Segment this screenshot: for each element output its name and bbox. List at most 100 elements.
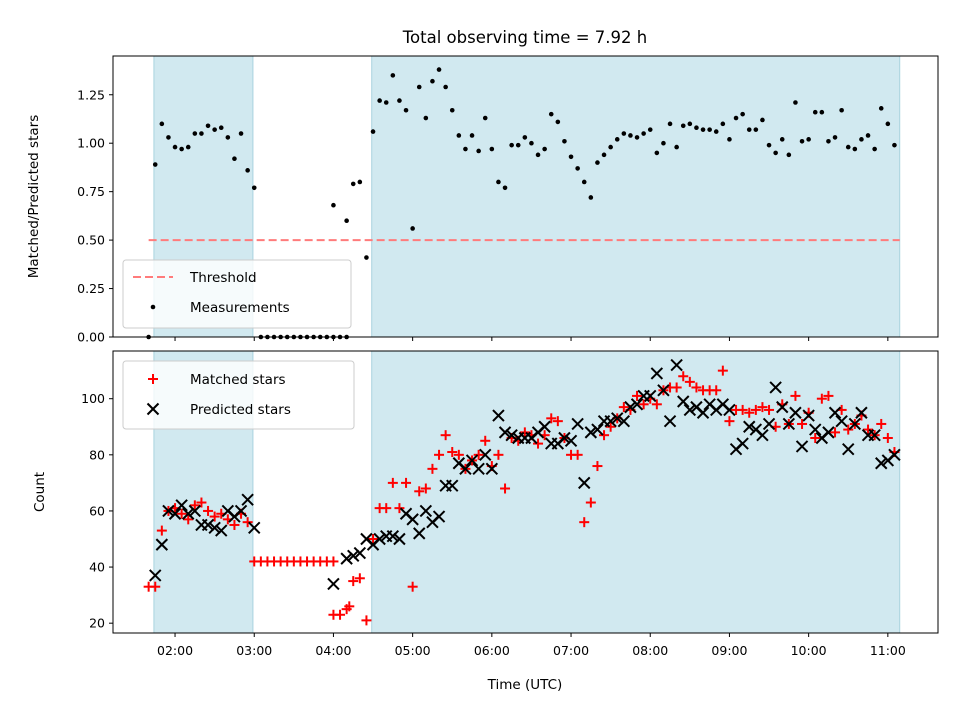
measurement-point (694, 125, 699, 131)
observing-window (371, 55, 901, 338)
matched-star-point (434, 449, 445, 460)
matched-star-point (203, 505, 214, 516)
measurement-point (760, 117, 765, 123)
predicted-star-point (683, 403, 697, 417)
measurement-point (436, 67, 442, 72)
measurement-point (370, 129, 376, 134)
predicted-star-point (406, 513, 419, 526)
predicted-star-point (162, 504, 175, 518)
predicted-star-point (479, 448, 492, 462)
predicted-star-point (743, 420, 756, 433)
predicted-star-point (492, 409, 505, 422)
x-tick-label: 06:00 (474, 643, 510, 658)
predicted-star-point (201, 518, 215, 532)
matched-star-point (546, 413, 557, 424)
measurement-point (839, 107, 844, 113)
bottom-plot-frame (112, 350, 939, 634)
matched-star-point (592, 461, 603, 472)
measurement-point (331, 202, 336, 208)
matched-star-point (480, 435, 491, 446)
x-tick-label: 09:00 (711, 643, 747, 658)
matched-star-point (407, 581, 418, 592)
predicted-star-point (644, 389, 657, 403)
predicted-star-point (769, 381, 782, 394)
predicted-star-point (809, 423, 822, 436)
top-y-tick-label: 1.25 (77, 87, 105, 102)
measurement-point (865, 133, 871, 138)
measurement-point (410, 226, 415, 231)
legend-predicted-label: Predicted stars (190, 402, 291, 418)
matched-star-point (447, 447, 458, 458)
bottom-y-tick-label: 20 (89, 616, 105, 631)
matched-star-point (414, 486, 425, 497)
measurement-point (832, 135, 838, 140)
x-tick-label: 05:00 (395, 643, 431, 658)
legend-measurements-label: Measurements (190, 300, 290, 316)
predicted-star-point (624, 400, 637, 414)
measurement-point (634, 135, 640, 140)
measurement-point (740, 111, 745, 117)
measurement-point (588, 195, 594, 200)
predicted-star-point (789, 406, 802, 419)
matched-star-point (354, 573, 365, 584)
measurement-point (713, 129, 719, 134)
measurement-point (377, 98, 382, 103)
matched-star-point (876, 418, 887, 429)
measurement-point (674, 144, 679, 150)
measurement-point (515, 142, 521, 148)
matched-star-point (229, 519, 240, 530)
matched-star-point (420, 483, 431, 494)
measurement-point (179, 146, 184, 152)
predicted-star-point (373, 532, 386, 546)
measurement-point (707, 127, 712, 132)
predicted-star-point (828, 406, 842, 419)
matched-star-point (189, 500, 200, 511)
predicted-star-point (723, 403, 736, 417)
matched-star-point (810, 432, 821, 443)
top-y-tick-label: 0.75 (77, 184, 105, 199)
predicted-star-point (888, 448, 901, 462)
predicted-star-point (650, 367, 664, 380)
predicted-star-point (208, 521, 221, 534)
legend-matched-label: Matched stars (190, 372, 286, 388)
matched-star-point (585, 497, 596, 508)
measurement-point (496, 179, 501, 185)
predicted-star-point (617, 414, 631, 428)
measurement-point (403, 107, 409, 113)
predicted-star-point (386, 529, 400, 543)
predicted-star-point (393, 532, 406, 546)
bottom-legend: Matched stars Predicted stars (122, 360, 355, 430)
measurement-point (859, 137, 864, 142)
matched-star-point (651, 399, 662, 410)
top-y-tick-label: 0.50 (77, 233, 105, 248)
matched-star-point (724, 416, 735, 427)
predicted-star-point (149, 569, 162, 582)
measurement-point (621, 131, 627, 136)
predicted-star-point (419, 504, 433, 518)
predicted-star-point (459, 462, 472, 476)
measurement-point (443, 84, 448, 90)
matched-star-point (196, 497, 207, 508)
predicted-star-point (762, 417, 776, 431)
predicted-star-point (842, 443, 855, 456)
predicted-star-point (188, 504, 202, 518)
measurement-point (166, 135, 171, 140)
predicted-star-point (234, 504, 248, 518)
measurement-point (482, 115, 488, 121)
top-y-tick-label: 1.00 (77, 136, 105, 151)
matched-star-point (863, 424, 874, 435)
predicted-star-point (248, 521, 261, 534)
measurement-point (562, 138, 567, 144)
legend-threshold-label: Threshold (189, 270, 257, 286)
predicted-star-point (868, 428, 881, 442)
matched-star-point (605, 421, 616, 432)
legend-plus-glyph (148, 374, 158, 384)
matched-star-point (843, 424, 854, 435)
measurement-point (383, 100, 389, 105)
measurement-point (449, 107, 455, 113)
predicted-star-point (446, 479, 459, 492)
measurement-point (218, 125, 224, 131)
measurement-point (476, 148, 481, 154)
chart-title: Total observing time = 7.92 h (402, 28, 647, 47)
measurement-point (641, 131, 646, 136)
